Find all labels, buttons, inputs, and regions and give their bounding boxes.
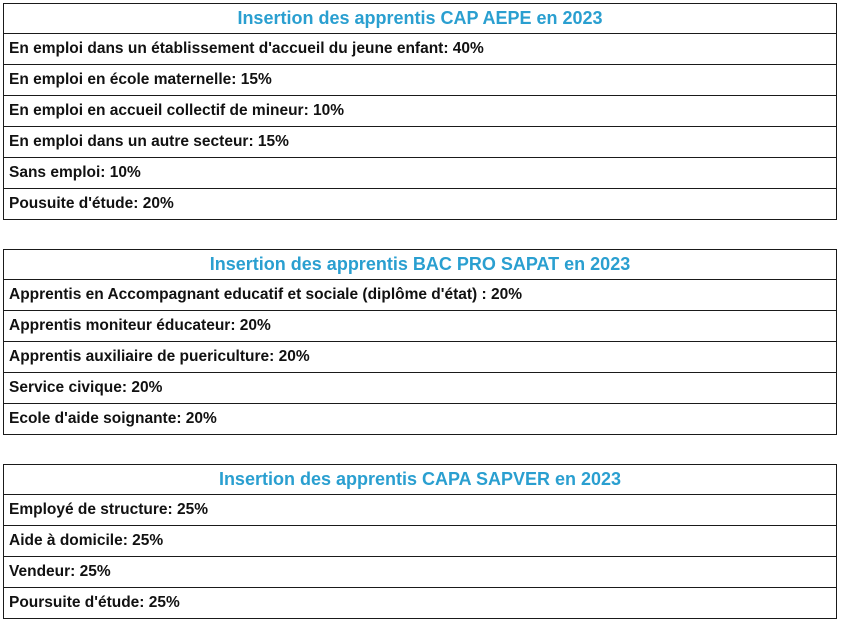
list-item: Apprentis en Accompagnant educatif et so… xyxy=(3,280,837,311)
list-item: Aide à domicile: 25% xyxy=(3,526,837,557)
list-item: Ecole d'aide soignante: 20% xyxy=(3,404,837,435)
section-capa-sapver: Insertion des apprentis CAPA SAPVER en 2… xyxy=(3,464,837,619)
list-item: Employé de structure: 25% xyxy=(3,495,837,526)
section-title: Insertion des apprentis CAPA SAPVER en 2… xyxy=(3,464,837,495)
section-bac-pro-sapat: Insertion des apprentis BAC PRO SAPAT en… xyxy=(3,249,837,435)
list-item: Sans emploi: 10% xyxy=(3,158,837,189)
list-item: Poursuite d'étude: 25% xyxy=(3,588,837,619)
list-item: En emploi en accueil collectif de mineur… xyxy=(3,96,837,127)
list-item: Service civique: 20% xyxy=(3,373,837,404)
list-item: Apprentis moniteur éducateur: 20% xyxy=(3,311,837,342)
list-item: En emploi dans un établissement d'accuei… xyxy=(3,34,837,65)
section-cap-aepe: Insertion des apprentis CAP AEPE en 2023… xyxy=(3,3,837,220)
list-item: En emploi en école maternelle: 15% xyxy=(3,65,837,96)
section-title: Insertion des apprentis CAP AEPE en 2023 xyxy=(3,3,837,34)
list-item: Pousuite d'étude: 20% xyxy=(3,189,837,220)
list-item: En emploi dans un autre secteur: 15% xyxy=(3,127,837,158)
section-title: Insertion des apprentis BAC PRO SAPAT en… xyxy=(3,249,837,280)
list-item: Vendeur: 25% xyxy=(3,557,837,588)
list-item: Apprentis auxiliaire de puericulture: 20… xyxy=(3,342,837,373)
